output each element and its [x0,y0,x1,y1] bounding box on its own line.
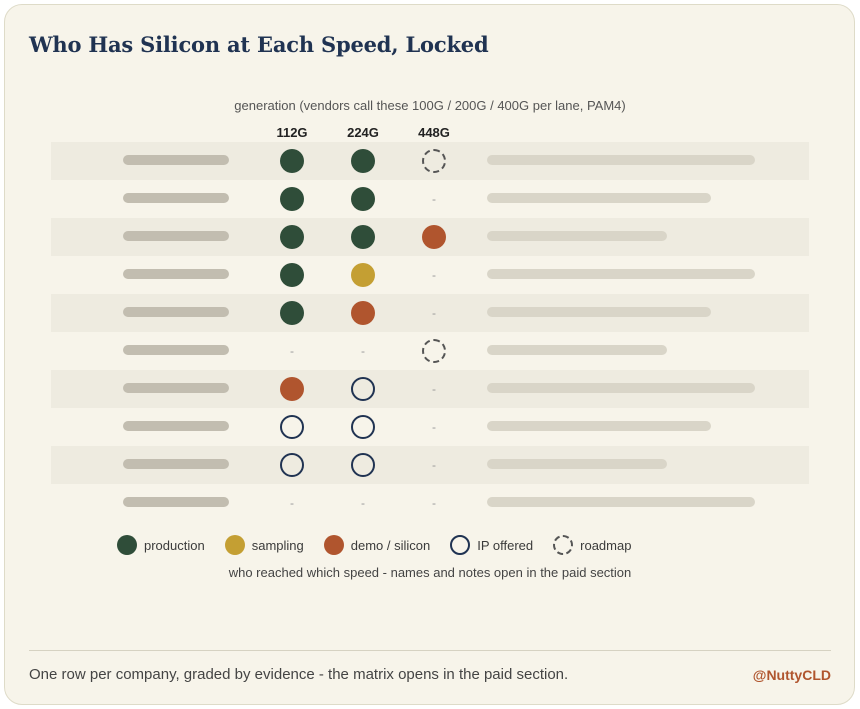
company-note-placeholder [487,231,667,241]
footer-text: One row per company, graded by evidence … [29,666,569,683]
legend-label: IP offered [477,537,534,553]
legend-label: production [144,537,205,553]
company-note-placeholder [487,193,711,203]
company-name-placeholder [123,383,229,393]
legend: production sampling demo / silicon IP of… [117,533,651,557]
status-cell-none: - [432,192,436,206]
matrix-caption: who reached which speed - names and note… [228,565,632,580]
company-name-placeholder [123,421,229,431]
roadmap-dashed-ring-icon [553,535,574,555]
status-cell-production [351,187,375,211]
status-cell-ip [280,453,304,477]
status-cell-demo [422,225,446,249]
company-note-placeholder [487,269,755,279]
company-name-placeholder [123,269,229,279]
company-name-placeholder [123,459,229,469]
legend-item-demo: demo / silicon [323,535,431,555]
company-name-placeholder [123,193,229,203]
status-cell-production [280,225,304,249]
table-row: - [51,180,809,218]
status-cell-none: - [432,496,436,510]
status-cell-production [280,187,304,211]
table-row: - [51,370,809,408]
column-header-224g: 224G [347,125,379,140]
company-note-placeholder [487,421,711,431]
table-row [51,142,809,180]
status-cell-roadmap [422,149,446,173]
table-row: - [51,408,809,446]
status-cell-none: - [432,382,436,396]
status-cell-none: - [432,420,436,434]
status-cell-none: - [290,344,294,358]
legend-item-ip: IP offered [450,535,533,555]
status-cell-roadmap [422,339,446,363]
legend-label: roadmap [580,537,632,553]
legend-label: demo / silicon [350,537,431,553]
company-note-placeholder [487,383,755,393]
table-row: --- [51,484,809,522]
status-cell-demo [280,377,304,401]
company-name-placeholder [123,497,229,507]
column-header-448g: 448G [418,125,450,140]
table-row [51,218,809,256]
table-row: -- [51,332,809,370]
company-name-placeholder [123,231,229,241]
status-cell-none: - [432,458,436,472]
status-cell-ip [351,377,375,401]
legend-item-production: production [117,535,205,555]
company-name-placeholder [123,345,229,355]
company-note-placeholder [487,497,755,507]
company-name-placeholder [123,307,229,317]
status-cell-production [351,225,375,249]
company-note-placeholder [487,459,667,469]
status-cell-production [351,149,375,173]
company-note-placeholder [487,307,711,317]
legend-item-roadmap: roadmap [553,535,631,555]
status-cell-production [280,263,304,287]
company-note-placeholder [487,345,667,355]
status-cell-demo [351,301,375,325]
status-cell-sampling [351,263,375,287]
status-cell-ip [351,415,375,439]
status-cell-production [280,149,304,173]
status-cell-ip [280,415,304,439]
divider [29,650,831,651]
demo-dot-icon [323,535,344,555]
page-title: Who Has Silicon at Each Speed, Locked [29,32,489,57]
status-cell-none: - [432,268,436,282]
company-note-placeholder [487,155,755,165]
status-cell-production [280,301,304,325]
status-cell-none: - [361,344,365,358]
table-row: - [51,256,809,294]
author-handle[interactable]: @NuttyCLD [752,667,831,683]
sampling-dot-icon [224,535,245,555]
legend-label: sampling [251,537,304,553]
generation-header: generation (vendors call these 100G / 20… [234,98,626,113]
column-header-112g: 112G [276,125,308,140]
production-dot-icon [117,535,137,555]
status-cell-none: - [361,496,365,510]
ip-ring-icon [450,535,471,555]
status-cell-none: - [432,306,436,320]
company-name-placeholder [123,155,229,165]
legend-item-sampling: sampling [224,535,304,555]
table-row: - [51,446,809,484]
table-row: - [51,294,809,332]
status-cell-none: - [290,496,294,510]
status-cell-ip [351,453,375,477]
